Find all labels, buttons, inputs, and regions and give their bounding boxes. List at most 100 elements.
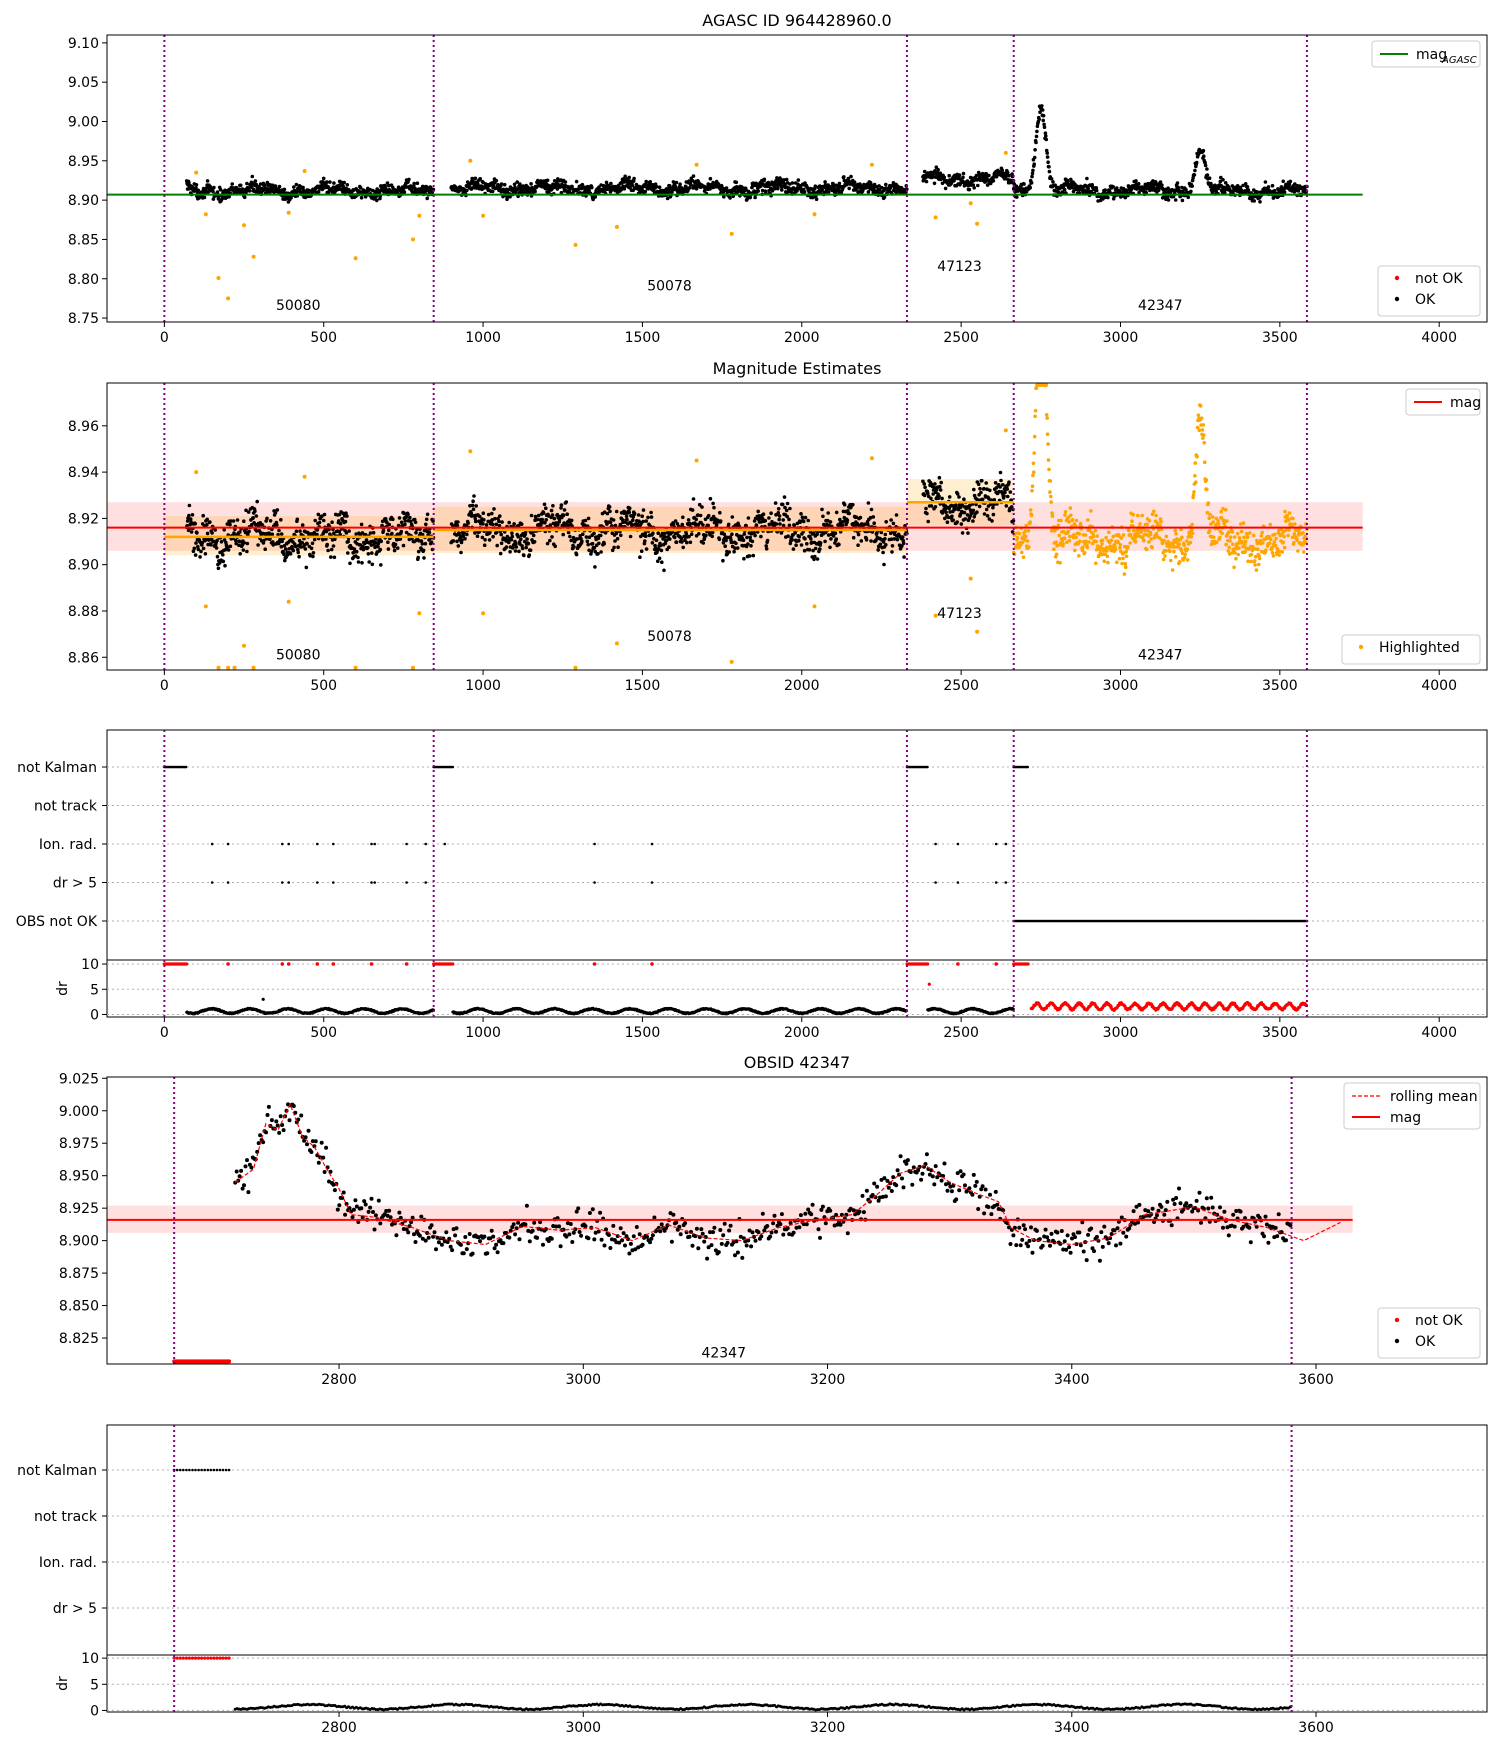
highlighted-point bbox=[729, 231, 734, 236]
data-point bbox=[275, 508, 280, 512]
data-point bbox=[831, 182, 835, 186]
data-point bbox=[1272, 532, 1277, 537]
data-point bbox=[1115, 560, 1119, 565]
data-point bbox=[742, 556, 746, 561]
data-point bbox=[385, 532, 390, 537]
data-point bbox=[379, 563, 383, 567]
data-point bbox=[356, 555, 360, 560]
data-point bbox=[1287, 528, 1291, 532]
data-point bbox=[1282, 545, 1287, 550]
data-point bbox=[483, 538, 487, 542]
data-point bbox=[971, 508, 976, 513]
data-point bbox=[922, 482, 926, 486]
data-point bbox=[1233, 550, 1237, 555]
data-point bbox=[519, 522, 524, 526]
x-tick-label: 500 bbox=[310, 330, 337, 346]
data-point bbox=[730, 532, 734, 536]
highlighted-point bbox=[226, 665, 231, 670]
data-point bbox=[1028, 185, 1032, 190]
y-tick-label: 8.90 bbox=[68, 193, 99, 209]
data-point bbox=[549, 508, 554, 513]
data-point bbox=[1068, 534, 1072, 539]
data-point bbox=[1263, 180, 1268, 184]
data-point bbox=[851, 502, 855, 507]
data-point bbox=[1185, 547, 1190, 552]
data-point bbox=[1005, 487, 1009, 491]
data-point bbox=[1268, 522, 1273, 527]
data-point bbox=[1249, 552, 1254, 557]
data-point bbox=[776, 186, 780, 191]
data-point bbox=[223, 563, 227, 568]
data-point bbox=[799, 512, 803, 516]
data-point bbox=[583, 518, 588, 523]
data-point bbox=[782, 495, 787, 499]
data-point bbox=[502, 182, 507, 187]
data-point bbox=[1198, 404, 1203, 408]
data-point bbox=[1032, 155, 1037, 160]
x-tick-label: 2500 bbox=[943, 330, 979, 346]
data-point bbox=[1023, 529, 1028, 533]
data-point bbox=[377, 190, 382, 195]
data-point bbox=[1214, 540, 1219, 545]
data-point bbox=[1223, 508, 1228, 512]
highlighted-point bbox=[251, 665, 256, 670]
data-point bbox=[1282, 534, 1286, 539]
data-point bbox=[1007, 173, 1011, 178]
data-point bbox=[722, 195, 726, 199]
data-point bbox=[194, 186, 198, 190]
data-point bbox=[245, 541, 250, 546]
data-point bbox=[881, 550, 885, 555]
data-point bbox=[787, 523, 792, 528]
data-point bbox=[547, 190, 551, 195]
data-point bbox=[1029, 180, 1034, 185]
data-point bbox=[265, 180, 270, 185]
data-point bbox=[937, 494, 941, 499]
data-point bbox=[402, 511, 406, 515]
data-point bbox=[203, 552, 208, 556]
data-point bbox=[386, 547, 391, 551]
data-point bbox=[936, 167, 940, 172]
data-point bbox=[837, 181, 842, 186]
data-point bbox=[711, 501, 715, 506]
data-point bbox=[331, 544, 336, 548]
data-point bbox=[984, 481, 988, 485]
legend-label: not OK bbox=[1415, 271, 1463, 287]
data-point bbox=[1033, 148, 1037, 152]
data-point bbox=[1046, 458, 1051, 462]
data-point bbox=[518, 182, 522, 186]
data-point bbox=[499, 541, 504, 546]
highlighted-point bbox=[1003, 150, 1008, 155]
data-point bbox=[524, 545, 528, 550]
data-point bbox=[1121, 556, 1125, 561]
highlighted-point bbox=[729, 659, 734, 664]
data-point bbox=[1085, 545, 1090, 550]
data-point bbox=[221, 553, 225, 557]
data-point bbox=[778, 176, 782, 180]
data-point bbox=[745, 535, 749, 540]
data-point bbox=[902, 555, 906, 559]
data-point bbox=[1272, 540, 1277, 544]
data-point bbox=[403, 522, 407, 527]
data-point bbox=[294, 529, 299, 533]
data-point bbox=[513, 549, 518, 553]
data-point bbox=[1211, 535, 1216, 539]
data-point bbox=[1047, 165, 1051, 169]
highlighted-point bbox=[1003, 428, 1008, 433]
data-point bbox=[492, 507, 496, 511]
data-point bbox=[1048, 479, 1053, 483]
data-point bbox=[421, 548, 426, 553]
data-point bbox=[608, 520, 613, 525]
data-point bbox=[1128, 541, 1132, 545]
data-point bbox=[1162, 538, 1166, 543]
data-point bbox=[636, 513, 641, 517]
data-point bbox=[1031, 461, 1036, 466]
data-point bbox=[1074, 535, 1078, 540]
data-point bbox=[311, 551, 316, 555]
data-point bbox=[1002, 494, 1006, 498]
highlighted-point bbox=[614, 224, 619, 229]
data-point bbox=[668, 184, 672, 188]
data-point bbox=[1105, 549, 1109, 553]
data-point bbox=[253, 179, 258, 183]
data-point bbox=[787, 517, 791, 522]
data-point bbox=[1190, 184, 1194, 188]
